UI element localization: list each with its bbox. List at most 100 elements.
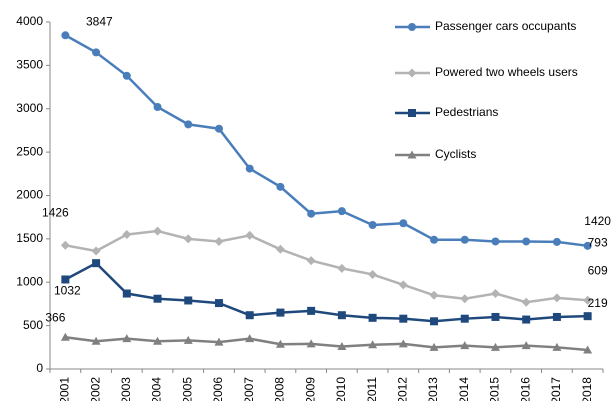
legend-marker — [407, 150, 417, 159]
data-point — [153, 336, 163, 345]
legend-label: Passenger cars occupants — [435, 19, 576, 33]
data-point — [214, 299, 223, 308]
data-point — [552, 293, 562, 303]
series-line — [65, 229, 588, 304]
x-tick-label: 2018 — [580, 377, 594, 401]
data-point — [122, 230, 132, 240]
data-point — [61, 31, 70, 40]
x-tick-label: 2015 — [488, 377, 502, 401]
data-point — [92, 259, 101, 268]
data-point — [368, 313, 377, 322]
data-point — [429, 342, 439, 351]
x-tick-label: 2009 — [303, 377, 317, 401]
data-point — [429, 290, 439, 300]
x-tick-label: 2005 — [180, 377, 194, 401]
data-point — [490, 289, 500, 299]
data-point — [522, 315, 531, 324]
data-point — [245, 164, 254, 173]
y-tick-label: 3500 — [16, 58, 43, 72]
x-tick-label: 2012 — [395, 377, 409, 401]
series-line — [64, 34, 588, 248]
data-point — [245, 334, 255, 343]
data-point — [245, 311, 254, 320]
data-point — [92, 48, 101, 57]
data-point — [276, 182, 285, 191]
data-label: 1420 — [584, 214, 611, 228]
data-point — [306, 256, 316, 266]
data-point — [122, 71, 131, 80]
data-point — [276, 308, 285, 317]
data-point — [275, 244, 285, 254]
data-point — [307, 306, 316, 315]
data-point — [430, 235, 439, 244]
data-point — [552, 237, 561, 246]
data-point — [368, 269, 378, 279]
data-point — [307, 209, 316, 218]
data-point — [153, 226, 163, 236]
y-tick-label: 0 — [36, 361, 43, 375]
data-point — [214, 337, 224, 346]
data-point — [491, 237, 500, 246]
x-tick-label: 2011 — [365, 377, 379, 401]
data-point — [460, 314, 469, 323]
data-label: 1032 — [54, 284, 81, 298]
data-point — [552, 312, 561, 321]
data-point — [214, 236, 224, 246]
y-tick-label: 2500 — [16, 144, 43, 158]
y-tick-label: 2000 — [16, 188, 43, 202]
x-tick-label: 2004 — [150, 377, 164, 401]
data-point — [521, 297, 531, 307]
data-label: 219 — [588, 296, 608, 310]
y-tick-label: 4000 — [16, 14, 43, 28]
data-point — [368, 220, 377, 229]
data-point — [460, 341, 470, 350]
data-point — [91, 246, 101, 256]
data-point — [183, 234, 193, 244]
data-point — [184, 296, 193, 305]
data-point — [337, 341, 347, 350]
legend-label: Pedestrians — [435, 105, 498, 119]
data-point — [153, 294, 162, 303]
y-tick-label: 3000 — [16, 101, 43, 115]
data-point — [398, 339, 408, 348]
data-point — [337, 263, 347, 273]
data-point — [122, 289, 131, 298]
legend-marker — [408, 23, 416, 31]
data-point — [460, 235, 469, 244]
data-point — [60, 240, 70, 250]
data-point — [399, 219, 408, 228]
data-point — [337, 311, 346, 320]
data-point — [583, 295, 593, 305]
data-point — [552, 342, 562, 351]
data-point — [583, 241, 592, 250]
y-tick-label: 1000 — [16, 274, 43, 288]
x-tick-label: 2013 — [426, 377, 440, 401]
legend-label: Cyclists — [435, 147, 476, 161]
x-tick-label: 2017 — [549, 377, 563, 401]
legend-marker — [407, 68, 417, 78]
data-label: 793 — [588, 235, 608, 249]
data-point — [183, 335, 193, 344]
data-point — [490, 342, 500, 351]
data-point — [60, 332, 70, 341]
legend-label: Powered two wheels users — [435, 65, 578, 79]
data-point — [91, 336, 101, 345]
data-point — [521, 341, 531, 350]
data-label: 3847 — [86, 14, 113, 28]
legend-marker — [408, 109, 416, 117]
data-point — [184, 120, 193, 129]
series-line — [65, 336, 588, 352]
data-point — [399, 314, 408, 323]
x-tick-label: 2003 — [119, 377, 133, 401]
x-tick-label: 2016 — [518, 377, 532, 401]
x-tick-label: 2001 — [58, 377, 72, 401]
x-tick-label: 2002 — [88, 377, 102, 401]
data-point — [122, 334, 132, 343]
data-point — [337, 207, 346, 216]
x-tick-label: 2008 — [273, 377, 287, 401]
data-point — [583, 312, 592, 321]
data-point — [583, 345, 593, 354]
y-tick-label: 500 — [23, 318, 43, 332]
x-tick-label: 2010 — [334, 377, 348, 401]
